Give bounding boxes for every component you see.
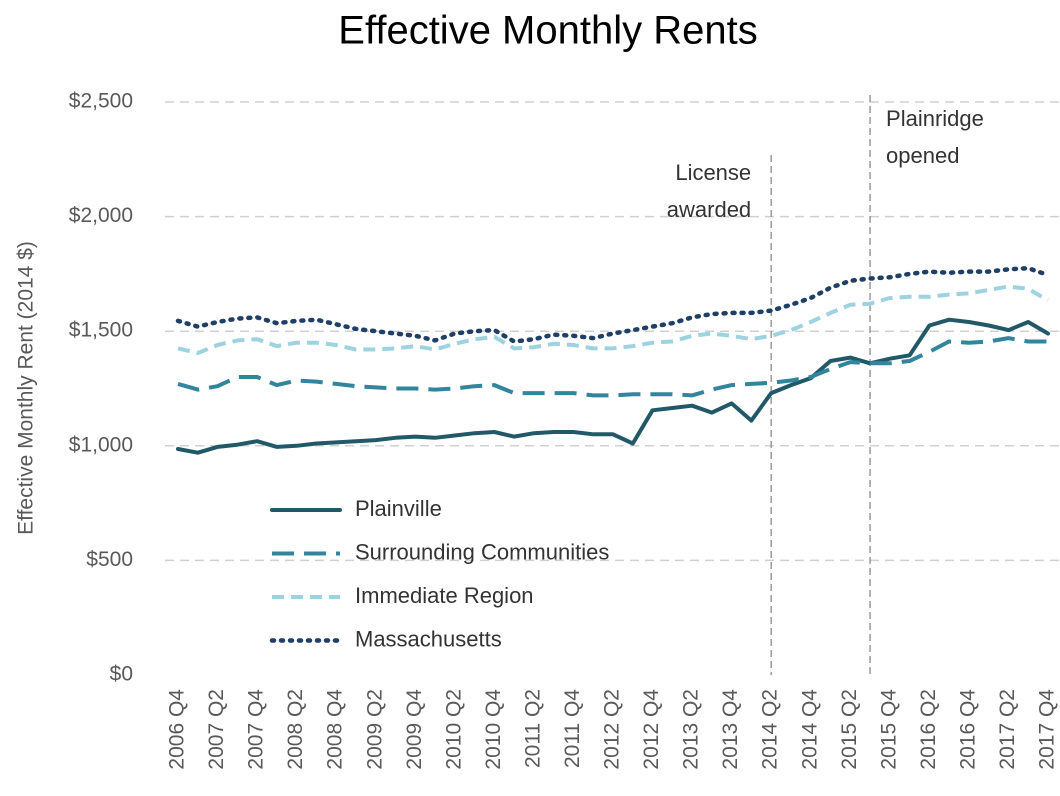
x-tick-label: 2009 Q4 — [403, 689, 426, 770]
x-tick-label: 2014 Q4 — [798, 689, 821, 770]
legend-label: Massachusetts — [355, 626, 502, 651]
x-tick-label: 2007 Q4 — [245, 689, 268, 770]
legend-label: Immediate Region — [355, 583, 534, 608]
x-tick-label: 2017 Q4 — [1036, 689, 1059, 770]
y-tick-label: $0 — [110, 663, 133, 686]
x-tick-label: 2016 Q2 — [917, 689, 940, 770]
x-tick-label: 2012 Q4 — [640, 689, 663, 770]
y-tick-label: $2,500 — [69, 90, 133, 113]
x-tick-label: 2011 Q2 — [521, 689, 544, 768]
series-line — [177, 336, 1048, 398]
x-tick-label: 2008 Q4 — [324, 689, 347, 770]
annotation-text: License — [675, 160, 751, 185]
x-tick-label: 2013 Q2 — [680, 689, 703, 770]
y-tick-label: $2,000 — [69, 204, 133, 227]
x-tick-label: 2011 Q4 — [561, 689, 584, 768]
annotation-text: awarded — [667, 197, 751, 222]
x-tick-label: 2010 Q2 — [442, 689, 465, 770]
x-tick-label: 2009 Q2 — [363, 689, 386, 770]
x-tick-label: 2006 Q4 — [166, 689, 189, 770]
y-tick-label: $1,000 — [69, 433, 133, 456]
y-tick-label: $500 — [86, 548, 133, 571]
annotation-text: Plainridge — [886, 106, 984, 131]
series-line — [176, 317, 1050, 455]
legend-label: Surrounding Communities — [355, 539, 609, 564]
x-tick-label: 2013 Q4 — [719, 689, 742, 770]
y-tick-label: $1,500 — [69, 319, 133, 342]
chart-title: Effective Monthly Rents — [338, 9, 757, 53]
x-tick-label: 2015 Q2 — [838, 689, 861, 770]
x-tick-label: 2010 Q4 — [482, 689, 505, 770]
x-tick-label: 2007 Q2 — [205, 689, 228, 770]
x-tick-label: 2012 Q2 — [601, 689, 624, 770]
x-tick-label: 2016 Q4 — [956, 689, 979, 770]
legend-label: Plainville — [355, 496, 442, 521]
x-tick-label: 2014 Q2 — [759, 689, 782, 770]
x-tick-label: 2015 Q4 — [877, 689, 900, 770]
annotation-text: opened — [886, 143, 959, 168]
x-tick-label: 2008 Q2 — [284, 689, 307, 770]
series-line — [175, 265, 1051, 344]
series-line — [177, 284, 1050, 355]
x-tick-label: 2017 Q2 — [996, 689, 1019, 770]
y-axis-label: Effective Monthly Rent (2014 $) — [15, 241, 38, 535]
